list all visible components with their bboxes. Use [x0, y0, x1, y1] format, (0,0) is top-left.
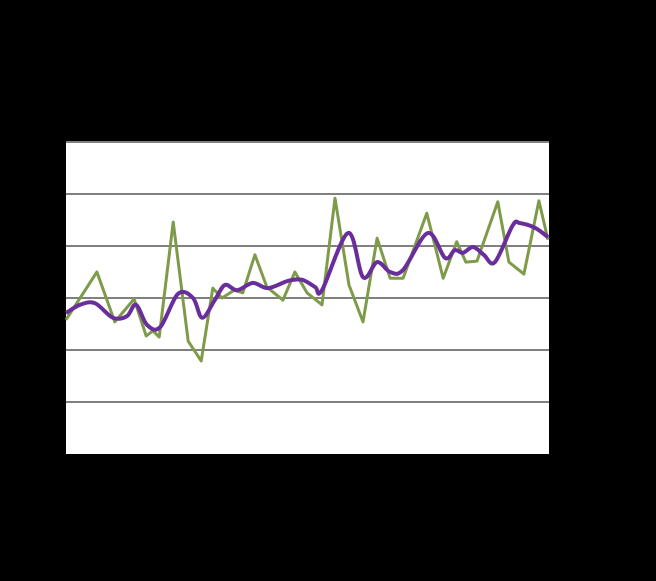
series-line-1	[64, 196, 550, 363]
legend	[0, 530, 656, 570]
x-axis-label-region	[66, 456, 549, 496]
series-lines	[64, 196, 550, 363]
gridlines	[66, 141, 549, 403]
series-line-2	[64, 219, 550, 332]
